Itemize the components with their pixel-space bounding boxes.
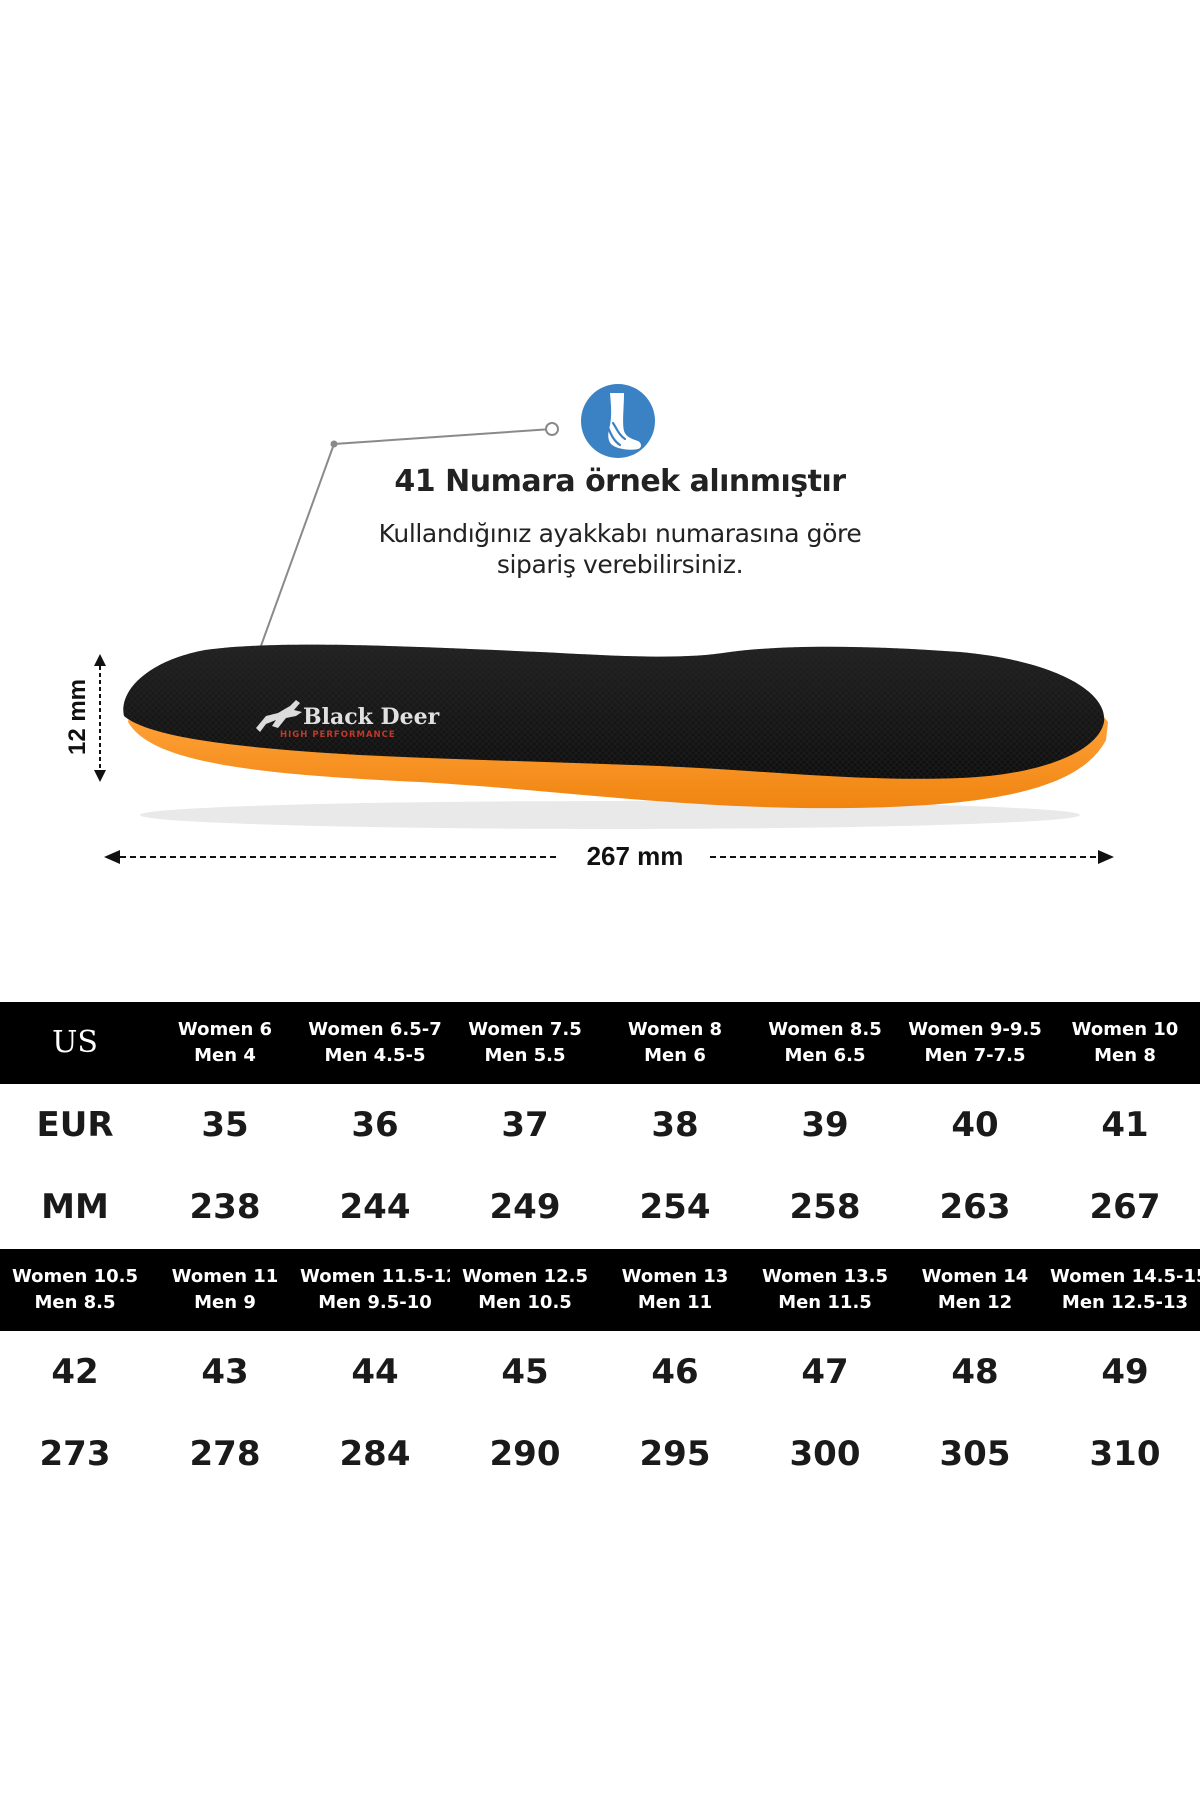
eur-size-cell: 35 <box>150 1084 300 1166</box>
length-label: 267 mm <box>560 841 710 872</box>
us-size-cell: Women 8 Men 6 <box>600 1002 750 1084</box>
women-size: Women 6.5-7 <box>308 1019 442 1040</box>
length-dimension-arrow <box>104 850 1114 864</box>
mm-size-cell: 254 <box>600 1166 750 1248</box>
eur-size-cell: 45 <box>450 1331 600 1413</box>
women-size: Women 13.5 <box>761 1266 889 1287</box>
mm-size-cell: 284 <box>300 1413 450 1495</box>
mm-size-row: MM 238 244 249 254 258 263 267 <box>0 1166 1200 1248</box>
eur-size-cell: 46 <box>600 1331 750 1413</box>
us-size-cell: Women 6.5-7 Men 4.5-5 <box>300 1002 450 1084</box>
men-size: Men 8 <box>1094 1045 1156 1066</box>
us-size-cell: Women 14 Men 12 <box>900 1249 1050 1331</box>
us-size-cell: Women 7.5 Men 5.5 <box>450 1002 600 1084</box>
eur-size-cell: 40 <box>900 1084 1050 1166</box>
us-size-cell: Women 11.5-12 Men 9.5-10 <box>300 1249 450 1331</box>
order-instructions-line-2: sipariş verebilirsiniz. <box>496 550 744 579</box>
women-size: Women 9-9.5 <box>908 1019 1042 1040</box>
women-size: Women 10.5 <box>11 1266 139 1287</box>
mm-size-cell: 244 <box>300 1166 450 1248</box>
women-size: Women 6 <box>177 1019 273 1040</box>
us-size-row: US Women 6 Men 4 Women 6.5-7 Men 4.5-5 Wom… <box>0 1002 1200 1084</box>
women-size: Women 12.5 <box>461 1266 589 1287</box>
size-chart-table-1: US Women 6 Men 4 Women 6.5-7 Men 4.5-5 Wom… <box>0 1002 1200 1248</box>
eur-size-cell: 42 <box>0 1331 150 1413</box>
men-size: Men 6 <box>644 1045 706 1066</box>
women-size: Women 8.5 <box>768 1019 882 1040</box>
men-size: Men 5.5 <box>484 1045 566 1066</box>
women-size: Women 8 <box>627 1019 723 1040</box>
men-size: Men 7-7.5 <box>924 1045 1026 1066</box>
women-size: Women 13 <box>621 1266 729 1287</box>
women-size: Women 7.5 <box>468 1019 582 1040</box>
insole-image: Black Deer HIGH PERFORMANCE <box>123 644 1108 829</box>
eur-size-cell: 41 <box>1050 1084 1200 1166</box>
eur-size-cell: 47 <box>750 1331 900 1413</box>
order-instructions: Kullandığınız ayakkabı numarasına göre s… <box>300 518 940 580</box>
mm-size-cell: 263 <box>900 1166 1050 1248</box>
us-size-cell: Women 12.5 Men 10.5 <box>450 1249 600 1331</box>
eur-size-cell: 44 <box>300 1331 450 1413</box>
mm-size-cell: 305 <box>900 1413 1050 1495</box>
men-size: Men 10.5 <box>478 1292 572 1313</box>
us-size-cell: Women 13.5 Men 11.5 <box>750 1249 900 1331</box>
women-size: Women 11 <box>171 1266 279 1287</box>
women-size: Women 11.5-12 <box>300 1266 450 1287</box>
women-size: Women 14 <box>921 1266 1029 1287</box>
sample-size-headline: 41 Numara örnek alınmıştır <box>394 464 846 499</box>
mm-size-cell: 258 <box>750 1166 900 1248</box>
eur-row-label: EUR <box>0 1084 150 1166</box>
us-size-cell: Women 8.5 Men 6.5 <box>750 1002 900 1084</box>
men-size: Men 9 <box>194 1292 256 1313</box>
us-size-cell: Women 10 Men 8 <box>1050 1002 1200 1084</box>
eur-size-cell: 49 <box>1050 1331 1200 1413</box>
brand-name: Black Deer <box>303 704 440 730</box>
mm-size-cell: 267 <box>1050 1166 1200 1248</box>
eur-size-cell: 36 <box>300 1084 450 1166</box>
men-size: Men 6.5 <box>784 1045 866 1066</box>
women-size: Women 10 <box>1071 1019 1179 1040</box>
men-size: Men 12.5-13 <box>1061 1292 1189 1313</box>
mm-size-cell: 249 <box>450 1166 600 1248</box>
mm-row-label: MM <box>0 1166 150 1248</box>
size-chart-table-2: Women 10.5 Men 8.5 Women 11 Men 9 Women 11… <box>0 1249 1200 1495</box>
men-size: Men 12 <box>937 1292 1013 1313</box>
us-size-cell: Women 14.5-15 Men 12.5-13 <box>1050 1249 1200 1331</box>
mm-size-cell: 273 <box>0 1413 150 1495</box>
foot-icon <box>581 384 655 458</box>
mm-size-cell: 290 <box>450 1413 600 1495</box>
mm-size-cell: 278 <box>150 1413 300 1495</box>
men-size: Men 11 <box>637 1292 713 1313</box>
brand-tagline: HIGH PERFORMANCE <box>280 730 396 740</box>
men-size: Men 4 <box>194 1045 256 1066</box>
eur-size-row: EUR 35 36 37 38 39 40 41 <box>0 1084 1200 1166</box>
mm-size-cell: 238 <box>150 1166 300 1248</box>
men-size: Men 8.5 <box>34 1292 116 1313</box>
us-size-cell: Women 11 Men 9 <box>150 1249 300 1331</box>
us-size-cell: Women 9-9.5 Men 7-7.5 <box>900 1002 1050 1084</box>
us-size-row: Women 10.5 Men 8.5 Women 11 Men 9 Women 11… <box>0 1249 1200 1331</box>
us-size-cell: Women 13 Men 11 <box>600 1249 750 1331</box>
mm-size-cell: 300 <box>750 1413 900 1495</box>
eur-size-row: 42 43 44 45 46 47 48 49 <box>0 1331 1200 1413</box>
us-size-cell: Women 6 Men 4 <box>150 1002 300 1084</box>
mm-size-cell: 310 <box>1050 1413 1200 1495</box>
height-label: 12 mm <box>64 678 91 756</box>
men-size: Men 4.5-5 <box>324 1045 426 1066</box>
us-row-label: US <box>0 1002 150 1084</box>
men-size: Men 9.5-10 <box>318 1292 432 1313</box>
eur-size-cell: 38 <box>600 1084 750 1166</box>
eur-size-cell: 43 <box>150 1331 300 1413</box>
height-dimension-arrow <box>94 654 106 782</box>
men-size: Men 11.5 <box>778 1292 872 1313</box>
eur-size-cell: 39 <box>750 1084 900 1166</box>
us-size-cell: Women 10.5 Men 8.5 <box>0 1249 150 1331</box>
mm-size-row: 273 278 284 290 295 300 305 310 <box>0 1413 1200 1495</box>
eur-size-cell: 37 <box>450 1084 600 1166</box>
women-size: Women 14.5-15 <box>1050 1266 1200 1287</box>
eur-size-cell: 48 <box>900 1331 1050 1413</box>
order-instructions-line-1: Kullandığınız ayakkabı numarasına göre <box>378 519 862 548</box>
mm-size-cell: 295 <box>600 1413 750 1495</box>
